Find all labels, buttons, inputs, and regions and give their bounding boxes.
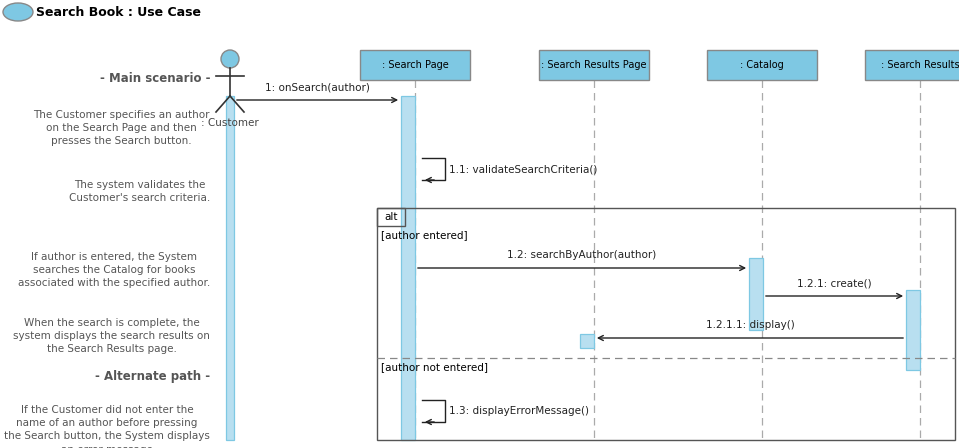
Text: 1.2.1: create(): 1.2.1: create() (797, 278, 872, 288)
Text: 1.3: displayErrorMessage(): 1.3: displayErrorMessage() (449, 406, 589, 416)
Bar (580, 334, 594, 348)
Text: 1.1: validateSearchCriteria(): 1.1: validateSearchCriteria() (449, 164, 597, 174)
Text: The Customer specifies an author
on the Search Page and then
presses the Search : The Customer specifies an author on the … (34, 110, 210, 146)
Bar (377, 208, 955, 440)
Text: [author entered]: [author entered] (381, 230, 468, 240)
Text: 1.2.1.1: display(): 1.2.1.1: display() (706, 320, 794, 330)
Bar (539, 50, 649, 80)
Ellipse shape (3, 3, 33, 21)
Text: If author is entered, the System
searches the Catalog for books
associated with : If author is entered, the System searche… (18, 252, 210, 289)
Bar (401, 96, 415, 440)
Bar (360, 50, 470, 80)
Text: The system validates the
Customer's search criteria.: The system validates the Customer's sear… (69, 180, 210, 203)
Bar (749, 258, 763, 330)
Text: [author not entered]: [author not entered] (381, 362, 488, 372)
Text: : Catalog: : Catalog (740, 60, 784, 70)
Text: 1: onSearch(author): 1: onSearch(author) (265, 82, 370, 92)
Bar (377, 208, 405, 226)
Text: : Search Results Page: : Search Results Page (541, 60, 646, 70)
Text: : Search Page: : Search Page (382, 60, 449, 70)
Text: Search Book : Use Case: Search Book : Use Case (36, 5, 201, 18)
Text: : Search Results: : Search Results (880, 60, 959, 70)
Bar (865, 50, 959, 80)
Bar (906, 290, 920, 370)
Text: : Customer: : Customer (201, 118, 259, 128)
Text: When the search is complete, the
system displays the search results on
the Searc: When the search is complete, the system … (13, 318, 210, 354)
Text: - Main scenario -: - Main scenario - (100, 72, 210, 85)
Text: - Alternate path -: - Alternate path - (95, 370, 210, 383)
Bar (226, 96, 234, 440)
Text: alt: alt (385, 212, 398, 222)
Bar (707, 50, 817, 80)
Text: 1.2: searchByAuthor(author): 1.2: searchByAuthor(author) (507, 250, 657, 260)
Circle shape (221, 50, 239, 68)
Text: If the Customer did not enter the
name of an author before pressing
the Search b: If the Customer did not enter the name o… (4, 405, 210, 448)
